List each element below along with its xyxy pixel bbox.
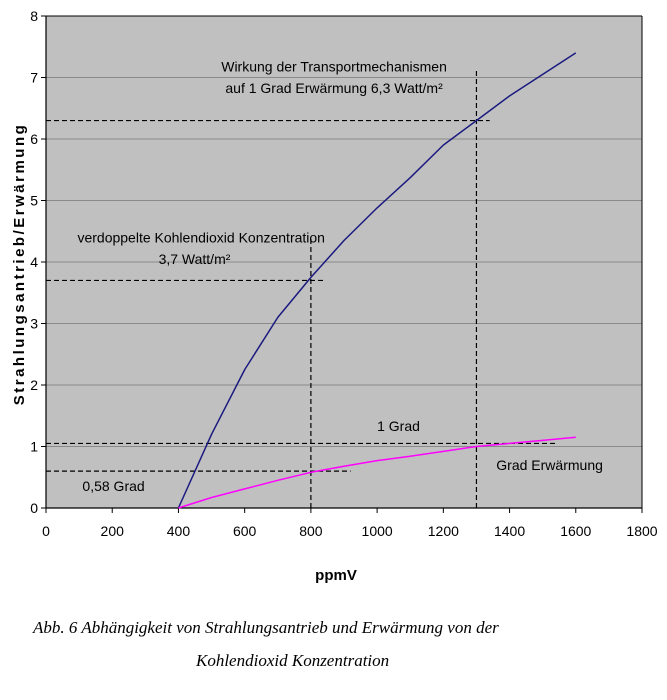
annotation-0: Wirkung der Transportmechanismen [221, 58, 447, 74]
x-tick-label-9: 1800 [626, 523, 657, 539]
x-tick-label-1: 200 [101, 523, 125, 539]
y-tick-label-8: 8 [30, 8, 38, 24]
series-line-1 [178, 436, 576, 509]
annotation-4: 1 Grad [377, 418, 420, 434]
x-axis-title: ppmV [315, 567, 357, 584]
y-tick-label-1: 1 [30, 439, 38, 455]
x-tick-label-8: 1600 [560, 523, 591, 539]
y-tick-label-0: 0 [30, 500, 38, 516]
x-tick-label-2: 400 [167, 523, 191, 539]
annotation-2: verdoppelte Kohlendioxid Konzentration [77, 229, 325, 245]
axes [41, 15, 643, 513]
annotation-5: Grad Erwärmung [496, 457, 603, 473]
annotation-6: 0,58 Grad [82, 478, 144, 494]
caption-line-2: Kohlendioxid Konzentration [196, 651, 390, 670]
y-tick-label-6: 6 [30, 131, 38, 147]
y-tick-label-5: 5 [30, 193, 38, 209]
x-tick-label-4: 800 [299, 523, 323, 539]
x-tick-label-7: 1400 [494, 523, 525, 539]
x-tick-label-5: 1000 [362, 523, 393, 539]
y-tick-labels: 0 1 2 3 4 5 6 7 8 [30, 8, 38, 516]
annotation-3: 3,7 Watt/m² [159, 251, 231, 267]
series-group [177, 52, 577, 509]
reference-lines [46, 68, 556, 508]
x-tick-label-0: 0 [42, 523, 50, 539]
y-axis-title: Strahlungsantrieb/Erwärmung [11, 123, 28, 406]
y-tick-label-2: 2 [30, 377, 38, 393]
x-tick-labels: 0 200 400 600 800 1000 1200 1400 1600 1800 [42, 523, 658, 539]
chart: 0 200 400 600 800 1000 1200 1400 1600 1800 0 1 2 3 4 5… [11, 8, 658, 584]
caption-line-1: Abb. 6 Abhängigkeit von Strahlungsantrie… [33, 618, 499, 637]
y-tick-label-7: 7 [30, 70, 38, 86]
annotation-1: auf 1 Grad Erwärmung 6,3 Watt/m² [225, 80, 443, 96]
x-tick-label-6: 1200 [428, 523, 459, 539]
x-tick-label-3: 600 [233, 523, 257, 539]
y-tick-label-3: 3 [30, 316, 38, 332]
series-line-0 [177, 52, 577, 509]
annotations: Wirkung der Transportmechanismen auf 1 Gr… [77, 58, 602, 493]
y-tick-label-4: 4 [30, 254, 38, 270]
